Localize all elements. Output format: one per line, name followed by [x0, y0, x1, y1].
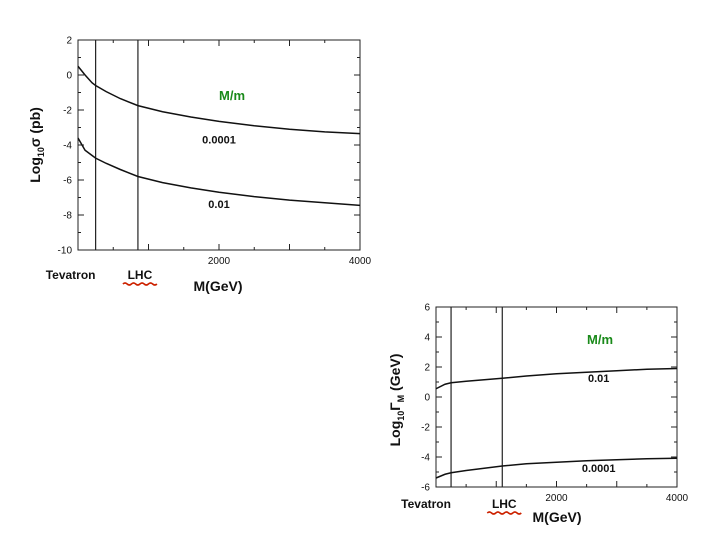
y-tick-label: -2	[421, 423, 430, 434]
y-tick-label: -6	[421, 483, 430, 494]
marker-label-tevatron: Tevatron	[401, 497, 451, 511]
y-tick-label: 6	[424, 303, 430, 314]
chart-2: 6 4 2 0 -2 -4 -6 2000 4000 Tevatron LHC 0.01 0.0001 M…	[387, 303, 689, 526]
series-label-0.0001: 0.0001	[582, 463, 616, 475]
y-tick-label: -4	[63, 141, 72, 152]
x-tick-label: 2000	[208, 256, 231, 267]
y-axis-label-quantity: Γ	[387, 402, 403, 411]
y-tick-label: 4	[424, 333, 430, 344]
y-axis-label-subscript-m: M	[396, 395, 406, 403]
y-tick-label: 0	[66, 71, 72, 82]
y-tick-label: 0	[424, 393, 430, 404]
x-tick-label: 4000	[666, 493, 689, 504]
y-axis-label-quantity: σ (pb)	[27, 107, 43, 147]
x-axis-label: M(GeV)	[194, 278, 243, 294]
y-axis-label-main: Log	[27, 157, 43, 183]
marker-label-tevatron: Tevatron	[46, 268, 96, 282]
legend-title: M/m	[219, 88, 245, 103]
y-tick-label: 2	[424, 363, 430, 374]
plot-frame	[435, 306, 678, 488]
y-tick-label: -2	[63, 106, 72, 117]
series-line-0.0001	[435, 457, 678, 479]
y-axis-label-unit: (GeV)	[387, 354, 403, 395]
y-tick-label: -8	[63, 211, 72, 222]
x-tick-label: 2000	[545, 493, 568, 504]
series-label-0.01: 0.01	[588, 373, 609, 385]
series-label-0.0001: 0.0001	[202, 134, 236, 146]
marker-label-lhc: LHC	[492, 497, 517, 511]
y-axis-label-subscript: 10	[36, 147, 46, 157]
y-axis-label-main: Log	[387, 421, 403, 447]
y-tick-label: -10	[58, 246, 73, 257]
y-tick-label: -4	[421, 453, 430, 464]
x-axis-label: M(GeV)	[533, 509, 582, 525]
legend-title: M/m	[587, 332, 613, 347]
series-line-0.01	[77, 137, 361, 207]
x-tick-label: 4000	[349, 256, 372, 267]
y-tick-label: 2	[66, 36, 72, 47]
y-axis-label: Log10σ (pb)	[27, 107, 46, 183]
spellcheck-underline	[486, 511, 522, 515]
y-tick-label: -6	[63, 176, 72, 187]
marker-label-lhc: LHC	[128, 268, 153, 282]
y-axis-label-subscript: 10	[396, 411, 406, 421]
series-line-0.01	[435, 367, 678, 390]
y-axis-label: Log10ΓM (GeV)	[387, 354, 406, 447]
spellcheck-underline	[122, 282, 158, 286]
series-line-0.0001	[77, 65, 361, 135]
chart-1: 2 0 -2 -4 -6 -8 -10 2000 4000 Tevatron LHC 0.0001 0.…	[27, 36, 372, 295]
series-label-0.01: 0.01	[208, 199, 229, 211]
